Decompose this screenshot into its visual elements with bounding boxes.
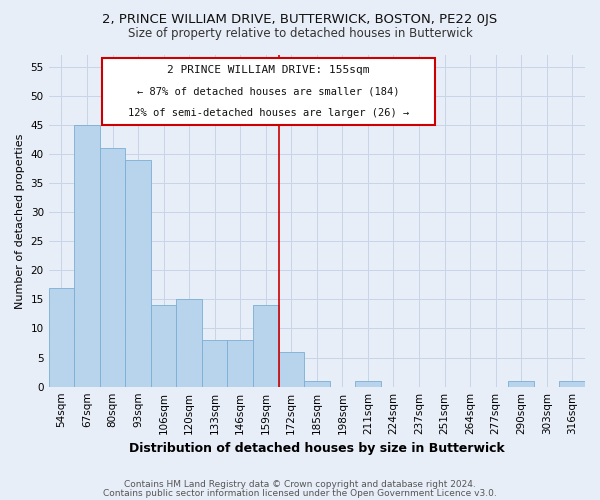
Bar	[151, 305, 176, 386]
Bar	[227, 340, 253, 386]
Text: Contains public sector information licensed under the Open Government Licence v3: Contains public sector information licen…	[103, 488, 497, 498]
Bar	[49, 288, 74, 386]
Text: Size of property relative to detached houses in Butterwick: Size of property relative to detached ho…	[128, 28, 472, 40]
Bar	[125, 160, 151, 386]
FancyBboxPatch shape	[103, 58, 435, 124]
Text: 12% of semi-detached houses are larger (26) →: 12% of semi-detached houses are larger (…	[128, 108, 409, 118]
Bar	[176, 300, 202, 386]
Text: Contains HM Land Registry data © Crown copyright and database right 2024.: Contains HM Land Registry data © Crown c…	[124, 480, 476, 489]
Bar	[74, 125, 100, 386]
Text: ← 87% of detached houses are smaller (184): ← 87% of detached houses are smaller (18…	[137, 86, 400, 97]
Bar	[202, 340, 227, 386]
Bar	[559, 381, 585, 386]
Text: 2, PRINCE WILLIAM DRIVE, BUTTERWICK, BOSTON, PE22 0JS: 2, PRINCE WILLIAM DRIVE, BUTTERWICK, BOS…	[103, 12, 497, 26]
Bar	[253, 305, 278, 386]
X-axis label: Distribution of detached houses by size in Butterwick: Distribution of detached houses by size …	[129, 442, 505, 455]
Text: 2 PRINCE WILLIAM DRIVE: 155sqm: 2 PRINCE WILLIAM DRIVE: 155sqm	[167, 66, 370, 76]
Bar	[508, 381, 534, 386]
Y-axis label: Number of detached properties: Number of detached properties	[15, 133, 25, 308]
Bar	[278, 352, 304, 386]
Bar	[100, 148, 125, 386]
Bar	[304, 381, 329, 386]
Bar	[355, 381, 380, 386]
